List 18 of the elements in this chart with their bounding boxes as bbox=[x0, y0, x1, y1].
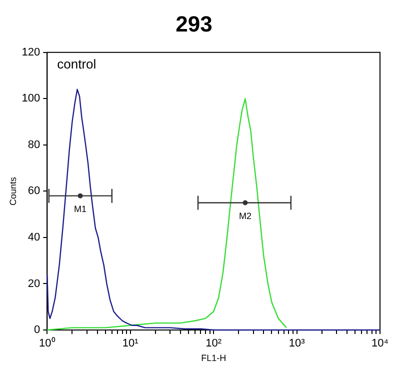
y-tick-label: 20 bbox=[28, 278, 40, 290]
y-axis-title: Counts bbox=[8, 176, 18, 206]
annotation: M1 bbox=[74, 204, 87, 214]
y-tick-label: 40 bbox=[28, 232, 40, 244]
annotation: M2 bbox=[238, 210, 252, 221]
annotation: control bbox=[57, 56, 96, 72]
y-tick-label: 80 bbox=[28, 138, 40, 151]
x-tick-label: 10³ bbox=[288, 338, 306, 350]
x-tick-label: 10⁰ bbox=[39, 336, 56, 350]
x-axis-title: FL1-H bbox=[201, 353, 226, 364]
y-tick-label: 120 bbox=[22, 46, 40, 58]
x-tick-label: 10¹ bbox=[122, 338, 139, 350]
y-tick-label: 0 bbox=[34, 324, 40, 336]
chart-title: 293 bbox=[176, 11, 212, 36]
y-tick-label: 60 bbox=[28, 185, 40, 198]
x-tick-label: 10² bbox=[206, 338, 222, 350]
x-tick-label: 10⁴ bbox=[372, 338, 389, 350]
y-tick-label: 100 bbox=[22, 92, 40, 105]
